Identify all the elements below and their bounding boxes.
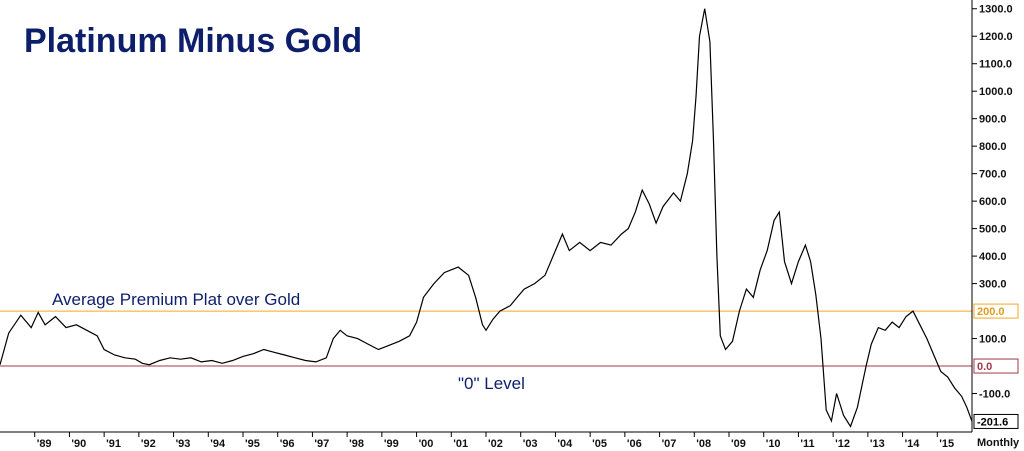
x-tick-label: '99 xyxy=(384,438,399,450)
x-tick-label: '10 xyxy=(766,438,781,450)
value-badges: 200.0 0.0 -201.6 xyxy=(973,303,1019,429)
chart-title: Platinum Minus Gold xyxy=(24,22,362,60)
x-tick-label: '07 xyxy=(662,438,677,450)
y-tick-label: 1300.0 xyxy=(979,4,1013,16)
x-tick-label: '14 xyxy=(905,438,921,450)
y-tick-label: 1100.0 xyxy=(979,59,1012,71)
badge-0-box xyxy=(973,358,1019,374)
y-tick-label: 700.0 xyxy=(979,169,1007,181)
y-tick-label: 1200.0 xyxy=(979,31,1013,43)
x-tick-label: '00 xyxy=(419,438,434,450)
y-axis-ticks: 1300.0 1200.0 1100.0 1000.0 900.0 800.0 700.0 6… xyxy=(972,4,1013,401)
badge-0-label: 0.0 xyxy=(977,361,992,373)
x-tick-label: '12 xyxy=(835,438,850,450)
x-tick-label: '95 xyxy=(245,438,260,450)
x-tick-label: '05 xyxy=(592,438,607,450)
y-tick-label: 900.0 xyxy=(979,114,1007,126)
x-tick-label: '06 xyxy=(627,438,642,450)
reference-lines xyxy=(0,310,972,367)
x-tick-label: '97 xyxy=(314,438,329,450)
y-tick-label: 500.0 xyxy=(979,224,1007,236)
badge-last-label: -201.6 xyxy=(977,416,1008,428)
x-tick-label: '94 xyxy=(210,438,226,450)
x-axis-ticks: '89 '90 '91 '92 '93 '94 '95 '96 '97 '98 '99 '00 '01 '… xyxy=(34,432,954,450)
x-tick-label: '96 xyxy=(280,438,295,450)
y-tick-label: 800.0 xyxy=(979,141,1007,153)
x-tick-label: '93 xyxy=(176,438,191,450)
badge-200-label: 200.0 xyxy=(977,306,1005,318)
x-tick-label: '92 xyxy=(141,438,156,450)
average-premium-annotation: Average Premium Plat over Gold xyxy=(52,290,300,309)
y-tick-label: -100.0 xyxy=(979,389,1010,401)
y-tick-label: 400.0 xyxy=(979,251,1007,263)
x-tick-label: '91 xyxy=(106,438,121,450)
x-tick-label: '11 xyxy=(800,438,814,450)
x-tick-label: '03 xyxy=(523,438,538,450)
y-tick-label: 600.0 xyxy=(979,196,1007,208)
x-tick-label: '09 xyxy=(731,438,746,450)
badge-200-box xyxy=(973,303,1019,319)
x-tick-label: '01 xyxy=(453,438,468,450)
x-tick-label: '15 xyxy=(939,438,954,450)
x-tick-label: '90 xyxy=(71,438,86,450)
platinum-minus-gold-line xyxy=(0,8,973,428)
x-tick-label: '98 xyxy=(349,438,364,450)
period-label: Monthly xyxy=(977,437,1020,449)
badge-last-box xyxy=(973,413,1019,429)
x-tick-label: '04 xyxy=(557,438,573,450)
x-tick-label: '02 xyxy=(488,438,503,450)
x-tick-label: '13 xyxy=(870,438,885,450)
y-tick-label: 1000.0 xyxy=(979,86,1013,98)
zero-level-annotation: "0" Level xyxy=(458,374,525,393)
y-tick-label: 100.0 xyxy=(979,334,1007,346)
y-tick-label: 300.0 xyxy=(979,279,1007,291)
x-tick-label: '89 xyxy=(37,438,52,450)
x-tick-label: '08 xyxy=(696,438,711,450)
